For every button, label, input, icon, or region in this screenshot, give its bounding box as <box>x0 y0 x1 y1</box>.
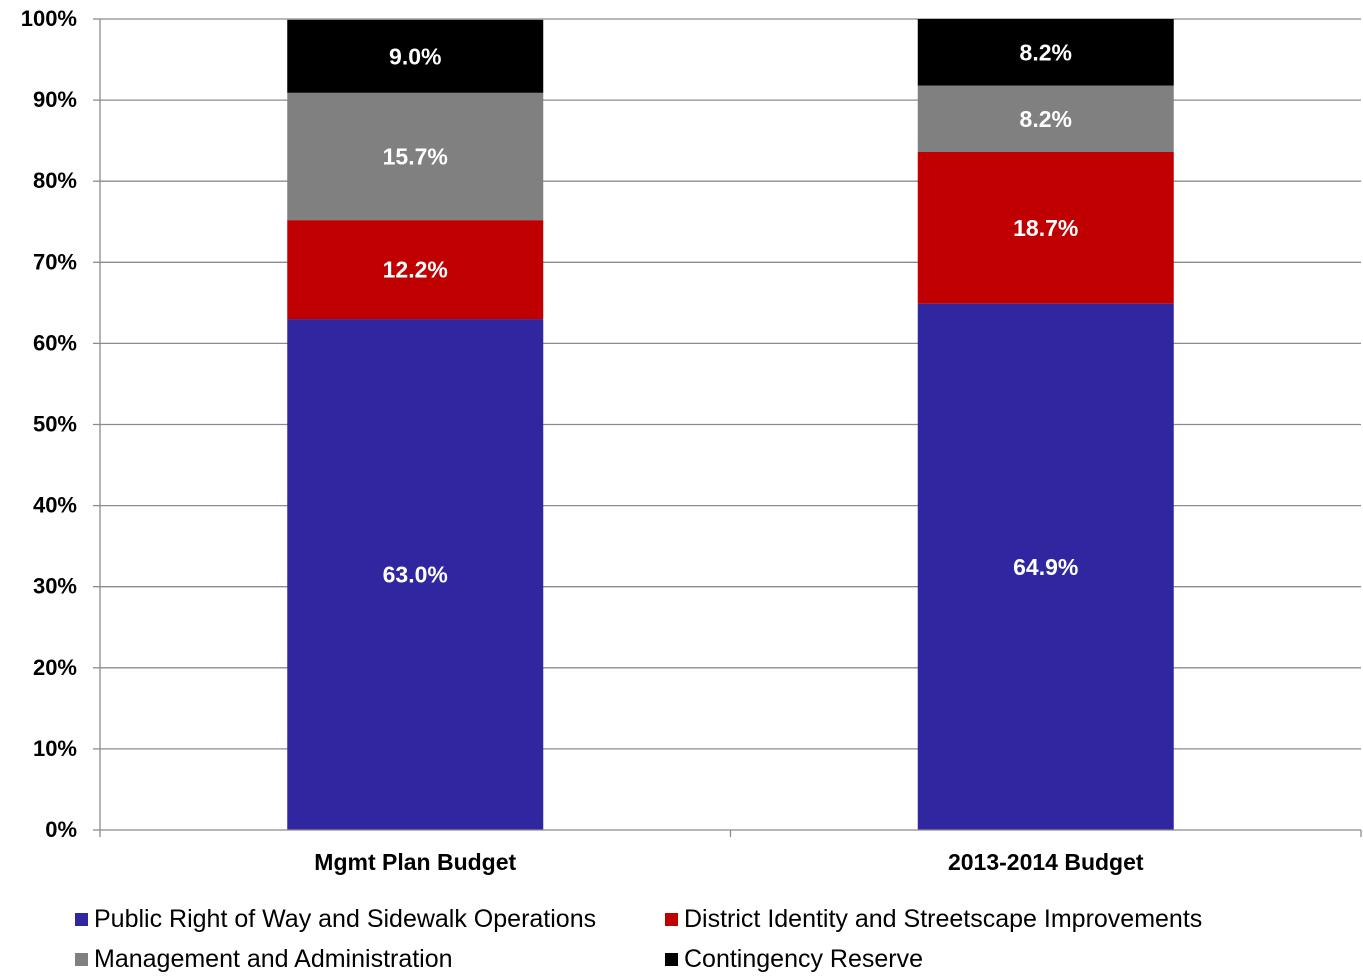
bar-segment <box>917 303 1174 830</box>
y-tick-label: 30% <box>33 574 77 599</box>
y-tick-label: 70% <box>33 249 77 274</box>
bars <box>287 19 1174 830</box>
segment-value-label: 18.7% <box>1013 215 1078 241</box>
segment-value-label: 15.7% <box>383 143 448 169</box>
y-tick-label: 100% <box>21 6 77 31</box>
x-tick-label: 2013-2014 Budget <box>948 849 1144 875</box>
bar-segment <box>917 152 1174 304</box>
y-tick-label: 0% <box>45 817 77 842</box>
bar-segment <box>287 19 544 93</box>
legend-label-management-administration: Management and Administration <box>94 945 453 973</box>
y-tick-label: 50% <box>33 412 77 437</box>
bar-segment <box>287 92 544 221</box>
x-tick-label: Mgmt Plan Budget <box>314 849 516 875</box>
legend-label-contingency-reserve: Contingency Reserve <box>684 945 924 973</box>
legend-swatch-district-identity <box>665 913 678 926</box>
bar-segment <box>287 220 544 320</box>
legend-item-contingency-reserve: Contingency Reserve <box>665 945 923 974</box>
segment-value-label: 64.9% <box>1013 554 1078 580</box>
y-tick-label: 60% <box>33 330 77 355</box>
legend-item-management-administration: Management and Administration <box>75 945 453 974</box>
legend-swatch-management-administration <box>75 953 88 966</box>
legend-label-public-right-of-way: Public Right of Way and Sidewalk Operati… <box>94 905 597 933</box>
segment-value-label: 63.0% <box>383 562 448 588</box>
segment-value-label: 8.2% <box>1020 39 1072 65</box>
segment-value-label: 12.2% <box>383 257 448 283</box>
legend-swatch-contingency-reserve <box>665 953 678 966</box>
legend-swatch-public-right-of-way <box>75 913 88 926</box>
y-tick-label: 40% <box>33 493 77 518</box>
legend-item-district-identity: District Identity and Streetscape Improv… <box>665 905 1202 934</box>
bar-segment <box>287 319 544 830</box>
segment-value-label: 8.2% <box>1020 106 1072 132</box>
segment-value-label: 9.0% <box>389 43 441 69</box>
data-labels: 63.0% 12.2% 15.7% 9.0% 64.9% 18.7% 8.2% 8.2% <box>383 39 1079 587</box>
legend-item-public-right-of-way: Public Right of Way and Sidewalk Operati… <box>75 905 596 934</box>
axes: 0% 10% 20% 30% 40% 50% 60% 70% 80% 90% 100% Mgmt Pl… <box>21 6 1362 875</box>
legend-label-district-identity: District Identity and Streetscape Improv… <box>684 905 1203 933</box>
y-tick-label: 90% <box>33 87 77 112</box>
y-tick-label: 80% <box>33 168 77 193</box>
bar-segment <box>917 85 1174 153</box>
chart: 0% 10% 20% 30% 40% 50% 60% 70% 80% 90% 100% Mgmt Pl… <box>21 6 1362 875</box>
y-tick-label: 10% <box>33 736 77 761</box>
y-tick-label: 20% <box>33 655 77 680</box>
bar-segment <box>917 19 1174 86</box>
